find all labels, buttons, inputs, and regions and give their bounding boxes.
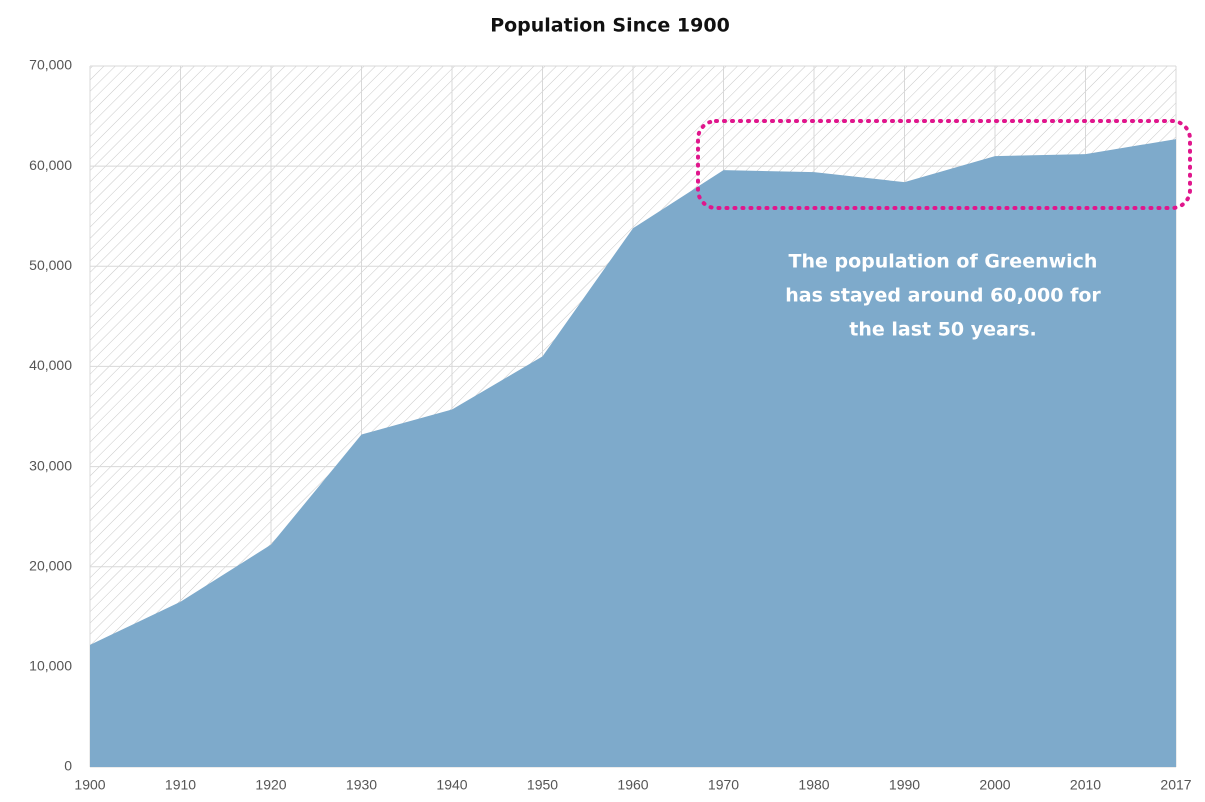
x-tick-label: 2000 <box>979 777 1010 793</box>
y-tick-label: 70,000 <box>29 57 72 73</box>
x-tick-label: 1960 <box>617 777 648 793</box>
y-tick-label: 60,000 <box>29 157 72 173</box>
y-tick-label: 0 <box>64 758 72 774</box>
area <box>90 139 1176 768</box>
x-tick-label: 1930 <box>346 777 377 793</box>
annotation: The population of Greenwich <box>789 251 1098 273</box>
x-tick-label: 2010 <box>1070 777 1101 793</box>
y-tick-label: 30,000 <box>29 457 72 473</box>
x-tick-label: 1980 <box>798 777 829 793</box>
y-tick-label: 20,000 <box>29 557 72 573</box>
x-tick-label: 1970 <box>708 777 739 793</box>
chart-title: Population Since 1900 <box>490 15 730 37</box>
x-tick-label: 1950 <box>527 777 558 793</box>
x-tick-label: 1900 <box>74 777 105 793</box>
x-tick-label: 1920 <box>255 777 286 793</box>
highlight-box <box>696 119 1192 210</box>
x-tick-label: 1910 <box>165 777 196 793</box>
annotation: the last 50 years. <box>849 319 1037 341</box>
x-tick-label: 1940 <box>436 777 467 793</box>
y-tick-label: 40,000 <box>29 357 72 373</box>
annotation: has stayed around 60,000 for <box>785 285 1101 307</box>
y-tick-label: 50,000 <box>29 257 72 273</box>
x-tick-label: 2017 <box>1160 777 1191 793</box>
y-tick-label: 10,000 <box>29 658 72 674</box>
x-tick-label: 1990 <box>889 777 920 793</box>
